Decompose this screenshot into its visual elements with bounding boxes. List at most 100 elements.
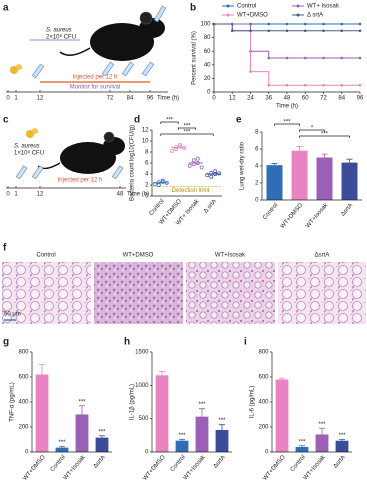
y-tick-label: 0 (207, 90, 211, 96)
data-point (178, 142, 183, 147)
x-tick-label: WT+Isosak (303, 454, 328, 482)
panel-label: f (3, 243, 7, 254)
y-tick-label: 200 (18, 425, 29, 431)
bar (75, 414, 89, 452)
x-tick-label: Control (50, 454, 67, 473)
point (358, 22, 362, 26)
point (303, 83, 307, 87)
error-bar (279, 377, 285, 380)
timeline-label: 12 (37, 96, 44, 102)
y-tick-label: 4 (255, 164, 259, 170)
bacteria-icon (10, 64, 22, 74)
data-point (170, 148, 175, 153)
y-tick-label: 8 (255, 130, 259, 136)
syringe-icons (31, 61, 155, 79)
error-bar (159, 370, 165, 376)
timeline-label: 12 (37, 192, 44, 198)
x-tick-label: ΔsrtA (93, 454, 107, 469)
histology-label: WT+Isosak (215, 253, 246, 259)
point (322, 29, 325, 33)
data-point (191, 158, 196, 163)
y-axis-label: Bacteria count log10(CFU/g) (130, 125, 136, 201)
detection-limit-label: Detection limit (172, 188, 210, 194)
legend-marker (226, 13, 230, 17)
significance-label: *** (298, 439, 306, 445)
significance-label: *** (283, 120, 291, 126)
timeline-axis-label: Time (h) (127, 192, 149, 198)
x-tick-label: Control (148, 198, 165, 217)
x-tick-label: WT+DMSO (22, 454, 47, 482)
point (303, 22, 307, 26)
data-point (209, 174, 214, 179)
x-tick-label: 72 (320, 96, 327, 102)
x-tick-label: WT+DMSO (262, 454, 287, 482)
data-point (213, 169, 218, 174)
significance-label: *** (218, 418, 226, 424)
timeline-label: 0 (6, 192, 10, 198)
error-bar (296, 146, 303, 151)
x-tick-label: Δ srtA (203, 198, 218, 214)
legend-label: Control (237, 4, 256, 10)
timeline-label: 84 (127, 96, 134, 102)
error-bar (299, 445, 305, 447)
point (340, 29, 344, 33)
point (340, 83, 344, 87)
bar (341, 162, 358, 200)
bar (195, 416, 209, 452)
y-tick-label: 40 (204, 62, 211, 68)
timeline-label: 0 (6, 96, 10, 102)
point (340, 56, 344, 60)
y-tick-label: 2 (145, 183, 149, 189)
error-bar (199, 408, 205, 417)
significance-bracket (177, 127, 197, 130)
y-axis-label: IL-1β (pg/mL) (130, 384, 136, 420)
x-tick-label: 96 (357, 96, 364, 102)
y-tick-label: 0 (25, 450, 29, 456)
bar (95, 437, 109, 452)
point (285, 22, 289, 26)
y-tick-label: 0 (145, 450, 149, 456)
y-tick-label: 800 (18, 350, 29, 356)
data-point (174, 147, 179, 152)
x-tick-label: ΔsrtA (340, 202, 354, 217)
x-tick-label: 48 (284, 96, 291, 102)
bar (35, 374, 49, 452)
significance-label: *** (318, 422, 326, 428)
bar (266, 165, 283, 200)
significance-bracket (160, 121, 179, 124)
y-tick-label: 800 (258, 350, 269, 356)
data-point (187, 163, 192, 168)
significance-label: *** (58, 440, 66, 446)
x-tick-label: WT+Isosak (63, 454, 88, 482)
y-tick-label: 10 (142, 139, 149, 145)
monitor-note: Monitor for survival (70, 85, 121, 91)
y-tick-label: 12 (142, 128, 149, 134)
mouse-icon (59, 5, 167, 61)
panel-label: g (3, 337, 9, 348)
bar (295, 447, 309, 452)
point (322, 56, 325, 60)
x-tick-label: Control (290, 454, 307, 473)
scale-bar-label: 50 μm (4, 312, 21, 318)
point (303, 29, 307, 33)
bar (316, 157, 333, 200)
significance-bracket (299, 129, 325, 132)
timeline-label: 48 (117, 192, 124, 198)
point (285, 29, 289, 33)
error-bar (346, 158, 353, 163)
significance-label: *** (338, 433, 346, 439)
organism: S. aureus (14, 144, 40, 150)
injection-note: Injected per 12 h (73, 75, 118, 81)
significance-label: * (311, 126, 314, 132)
data-point (156, 183, 161, 187)
panel-label: b (190, 3, 196, 14)
point (267, 83, 271, 87)
legend-label: WT+DMSO (237, 13, 268, 19)
y-tick-label: 80 (204, 35, 211, 41)
legend-marker (296, 4, 300, 8)
point (267, 22, 271, 26)
point (285, 83, 289, 87)
y-tick-label: 6 (255, 147, 259, 153)
data-point (182, 146, 187, 151)
timeline-label: 1 (14, 96, 18, 102)
